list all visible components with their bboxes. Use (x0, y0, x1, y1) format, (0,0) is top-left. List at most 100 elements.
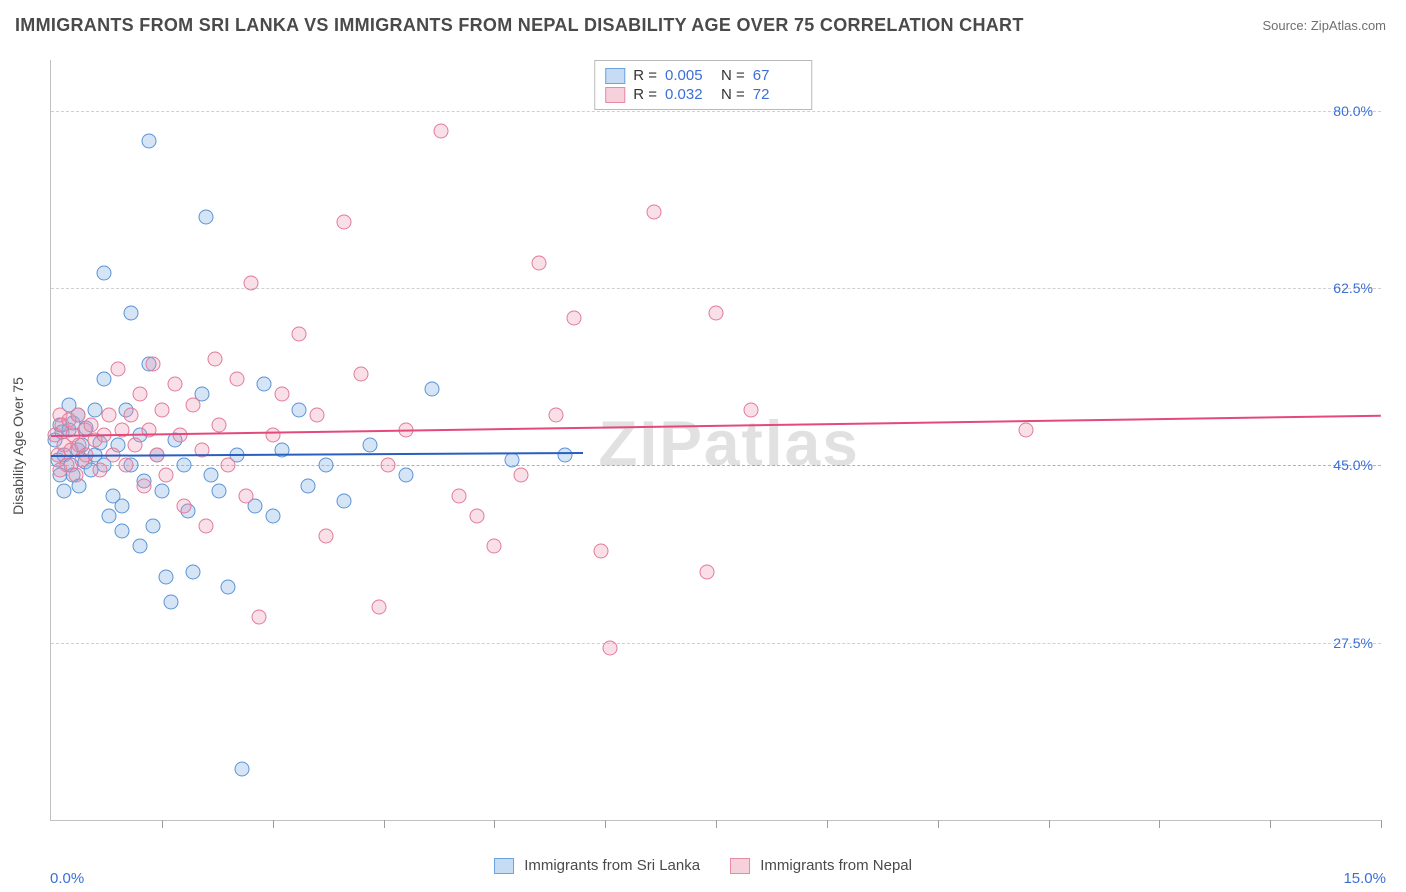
scatter-point (154, 402, 169, 417)
x-tick (384, 820, 385, 828)
x-axis-max-label: 15.0% (1343, 870, 1386, 887)
scatter-point (154, 483, 169, 498)
scatter-point (744, 402, 759, 417)
scatter-point (212, 483, 227, 498)
x-tick (605, 820, 606, 828)
y-tick-label: 27.5% (1333, 635, 1373, 651)
x-tick (1381, 820, 1382, 828)
scatter-point (434, 123, 449, 138)
scatter-point (123, 306, 138, 321)
scatter-point (177, 498, 192, 513)
scatter-point (256, 377, 271, 392)
scatter-point (119, 458, 134, 473)
scatter-point (83, 417, 98, 432)
scatter-point (243, 275, 258, 290)
scatter-point (700, 564, 715, 579)
scatter-point (92, 463, 107, 478)
y-tick-label: 45.0% (1333, 457, 1373, 473)
legend-n-value-1: 72 (753, 86, 801, 103)
y-axis-label: Disability Age Over 75 (10, 377, 26, 515)
scatter-point (1019, 422, 1034, 437)
scatter-point (380, 458, 395, 473)
trend-line (51, 452, 583, 457)
scatter-point (593, 544, 608, 559)
scatter-point (110, 362, 125, 377)
scatter-point (199, 519, 214, 534)
scatter-point (70, 407, 85, 422)
legend-item-sri-lanka: Immigrants from Sri Lanka (494, 857, 700, 874)
scatter-point (114, 498, 129, 513)
scatter-point (185, 397, 200, 412)
scatter-point (68, 468, 83, 483)
scatter-point (336, 215, 351, 230)
scatter-point (239, 488, 254, 503)
legend-swatch-nepal (605, 87, 625, 103)
scatter-point (145, 357, 160, 372)
scatter-point (487, 539, 502, 554)
scatter-point (513, 468, 528, 483)
scatter-point (363, 438, 378, 453)
scatter-point (137, 478, 152, 493)
scatter-point (451, 488, 466, 503)
scatter-point (145, 519, 160, 534)
scatter-point (132, 387, 147, 402)
scatter-point (221, 579, 236, 594)
scatter-point (274, 387, 289, 402)
gridline (51, 111, 1381, 112)
y-tick-label: 80.0% (1333, 103, 1373, 119)
scatter-point (318, 529, 333, 544)
chart-title: IMMIGRANTS FROM SRI LANKA VS IMMIGRANTS … (15, 15, 1024, 36)
gridline (51, 643, 1381, 644)
scatter-point (212, 417, 227, 432)
scatter-point (199, 210, 214, 225)
scatter-point (292, 326, 307, 341)
scatter-point (318, 458, 333, 473)
legend-swatch-nepal (730, 858, 750, 874)
scatter-point (101, 509, 116, 524)
scatter-point (558, 448, 573, 463)
scatter-point (469, 509, 484, 524)
x-tick (273, 820, 274, 828)
chart-source: Source: ZipAtlas.com (1262, 18, 1386, 33)
x-tick (1049, 820, 1050, 828)
scatter-point (177, 458, 192, 473)
legend-r-value-0: 0.005 (665, 67, 713, 84)
scatter-point (234, 762, 249, 777)
x-tick (716, 820, 717, 828)
x-tick (827, 820, 828, 828)
legend-n-label: N = (721, 86, 745, 103)
scatter-point (163, 595, 178, 610)
scatter-point (159, 569, 174, 584)
x-tick (938, 820, 939, 828)
scatter-point (398, 468, 413, 483)
center-gridline (51, 465, 1381, 466)
scatter-point (265, 427, 280, 442)
x-axis-min-label: 0.0% (50, 870, 84, 887)
x-tick (162, 820, 163, 828)
scatter-point (203, 468, 218, 483)
scatter-point (425, 382, 440, 397)
scatter-point (292, 402, 307, 417)
scatter-point (141, 134, 156, 149)
scatter-point (505, 453, 520, 468)
trend-line (51, 415, 1381, 437)
legend-label-sri-lanka: Immigrants from Sri Lanka (524, 857, 700, 874)
legend-n-value-0: 67 (753, 67, 801, 84)
y-tick-label: 62.5% (1333, 280, 1373, 296)
scatter-point (159, 468, 174, 483)
legend-swatch-sri-lanka (605, 68, 625, 84)
scatter-point (646, 205, 661, 220)
chart-plot-area: ZIPatlas 80.0% 62.5% 45.0% 27.5% (50, 60, 1381, 821)
scatter-point (132, 539, 147, 554)
legend-r-value-1: 0.032 (665, 86, 713, 103)
scatter-point (57, 483, 72, 498)
legend-n-label: N = (721, 67, 745, 84)
scatter-point (114, 524, 129, 539)
scatter-point (230, 372, 245, 387)
legend-r-label: R = (633, 67, 657, 84)
legend-item-nepal: Immigrants from Nepal (730, 857, 912, 874)
watermark: ZIPatlas (598, 407, 859, 481)
scatter-point (97, 265, 112, 280)
scatter-point (101, 407, 116, 422)
scatter-point (221, 458, 236, 473)
